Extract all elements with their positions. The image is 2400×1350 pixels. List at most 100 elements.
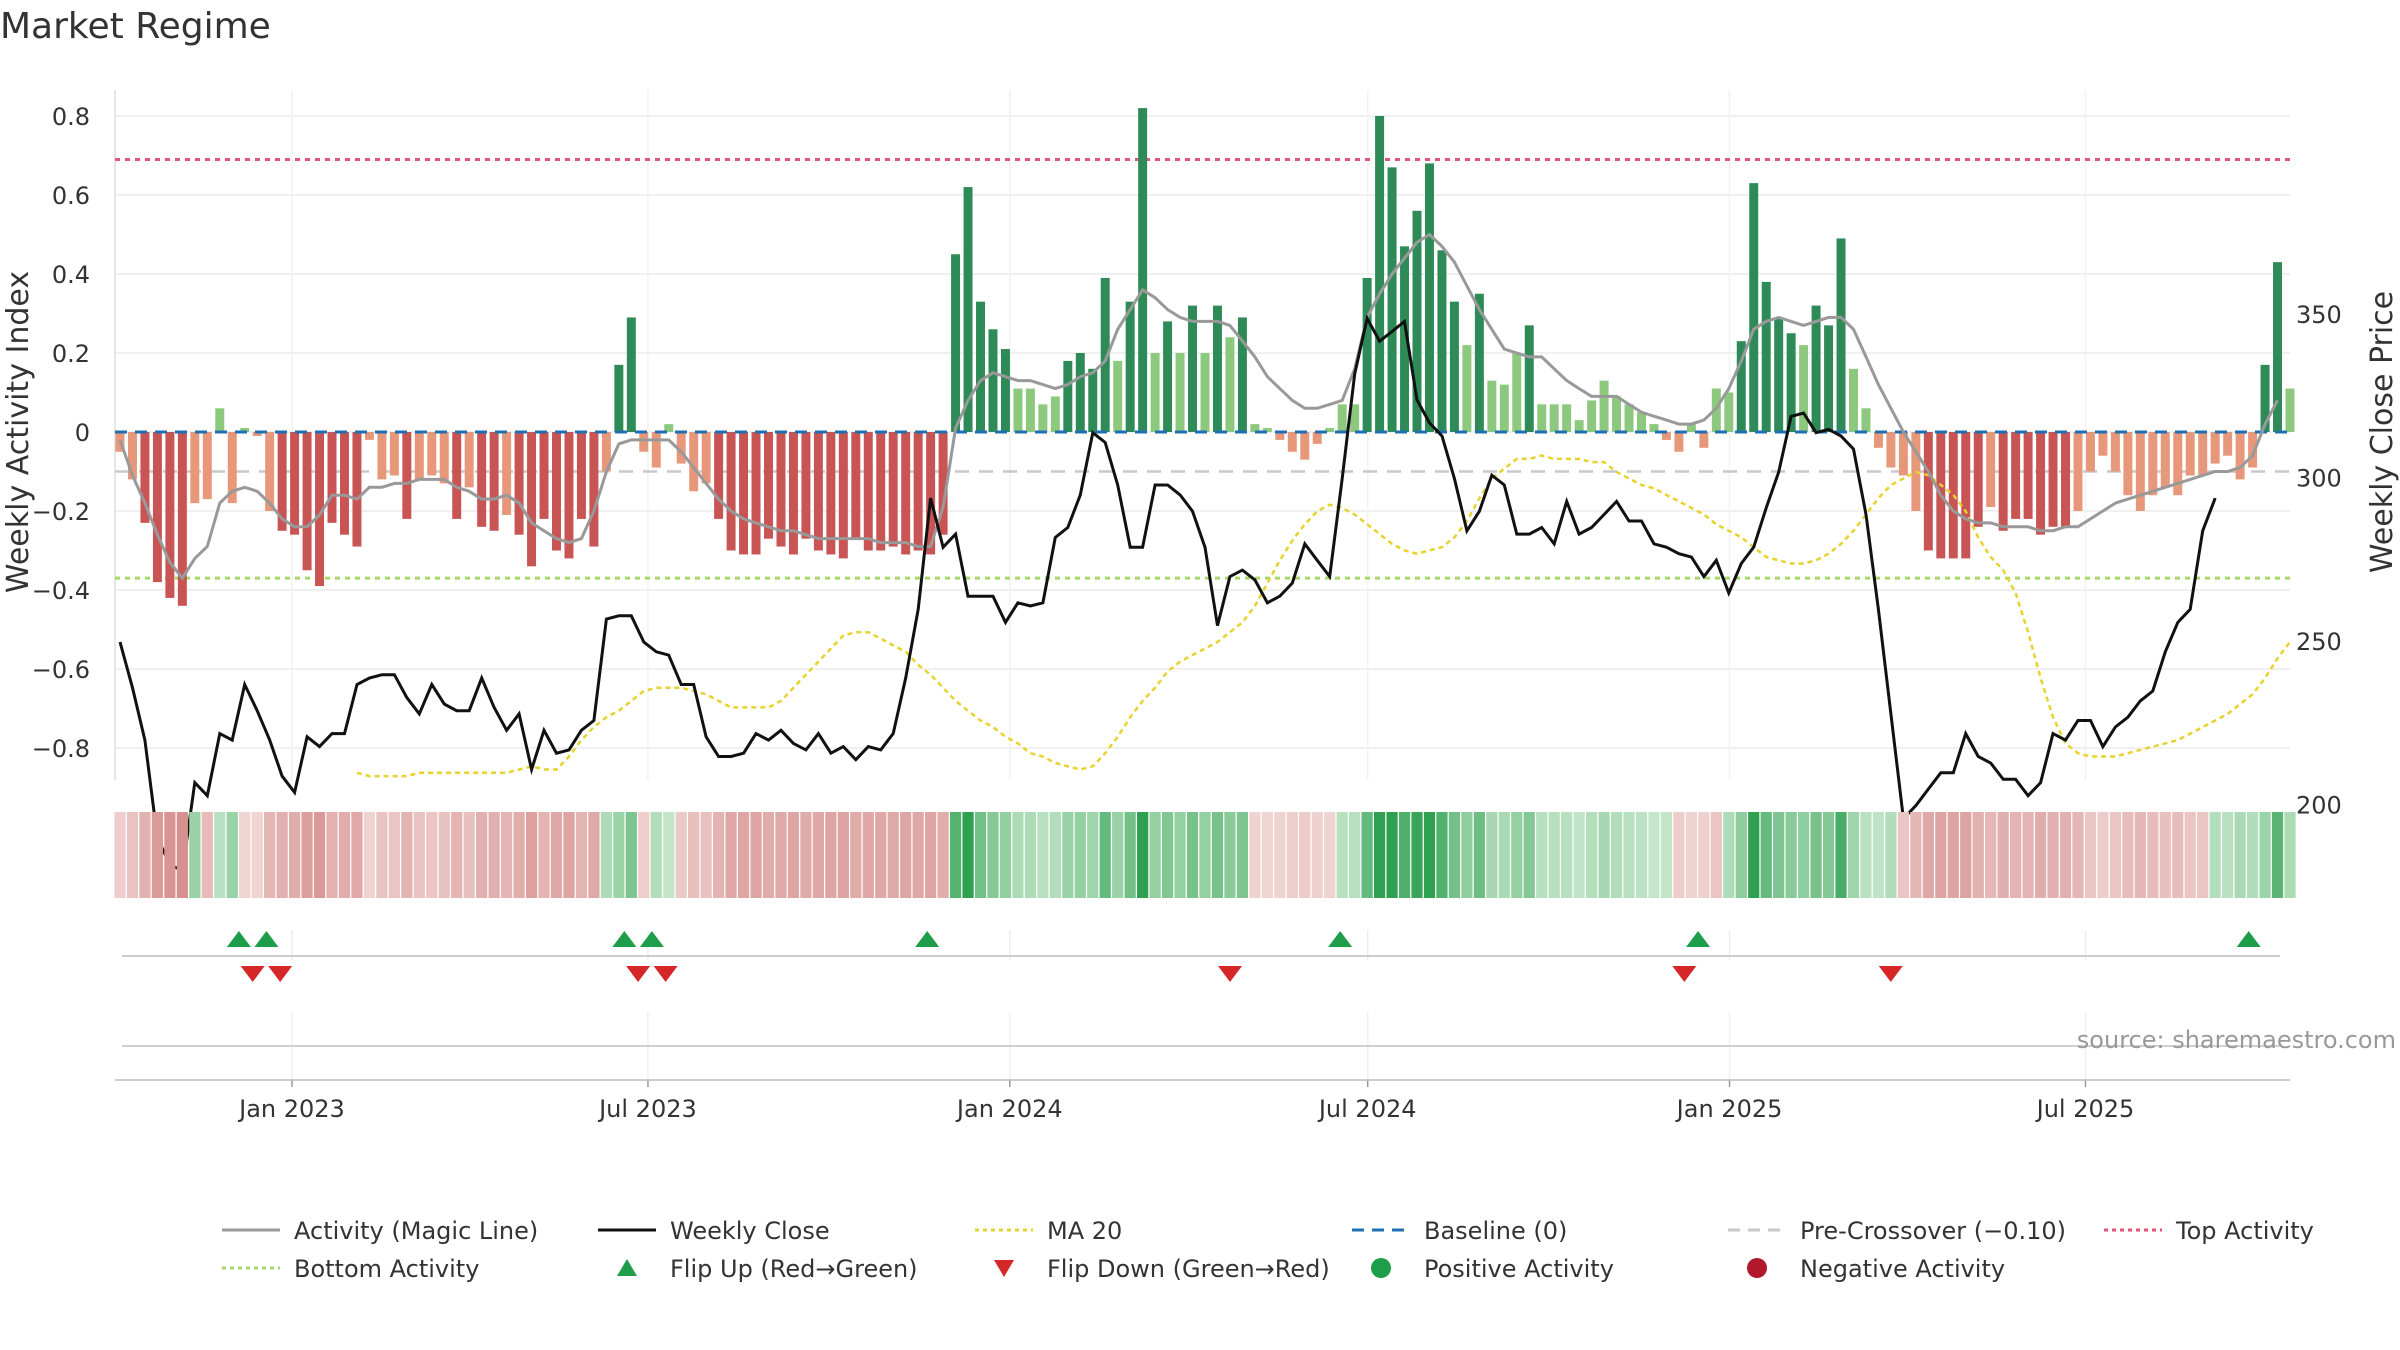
regime-cell [937, 812, 949, 898]
regime-cell [1635, 812, 1648, 898]
activity-bar [1424, 163, 1434, 432]
activity-bar [1973, 432, 1983, 527]
activity-bar [2185, 432, 2195, 476]
regime-cell [1498, 812, 1510, 898]
activity-bar [1287, 432, 1297, 452]
regime-cell [1012, 812, 1024, 898]
regime-cell [1972, 812, 1984, 898]
regime-cell [825, 812, 837, 898]
activity-bar [1736, 341, 1746, 432]
activity-bar [315, 432, 325, 587]
activity-bar [464, 432, 474, 488]
activity-bar [1237, 317, 1247, 432]
regime-cell [1473, 812, 1485, 898]
regime-cell [1985, 812, 1997, 898]
activity-bar [726, 432, 736, 551]
activity-bar [851, 432, 861, 539]
activity-bar [1075, 353, 1085, 432]
regime-cell [2234, 812, 2246, 898]
legend-label: Pre-Crossover (−0.10) [1800, 1217, 2066, 1245]
regime-cell [2034, 812, 2047, 898]
ma20-line [356, 454, 2291, 778]
activity-bar [2248, 432, 2258, 468]
regime-cell [1523, 812, 1535, 898]
regime-cell [2172, 812, 2184, 898]
legend-label: Flip Down (Green→Red) [1047, 1255, 1330, 1283]
regime-cell [1536, 812, 1548, 898]
activity-bar [1886, 432, 1896, 468]
regime-cell [1798, 812, 1810, 898]
legend-dot-icon [1747, 1258, 1767, 1278]
regime-cell [1511, 812, 1523, 898]
weekly-close-line [118, 314, 2217, 874]
activity-bar [1674, 432, 1684, 452]
regime-cell [2084, 812, 2097, 898]
activity-bar [439, 432, 449, 484]
regime-cell [1997, 812, 2009, 898]
regime-cell [451, 812, 463, 898]
activity-bar [1250, 424, 1260, 432]
regime-cell [1336, 812, 1348, 898]
activity-bar [2023, 432, 2033, 519]
activity-bar [2135, 432, 2145, 511]
legend-label: Baseline (0) [1424, 1217, 1567, 1245]
flip-up-icon [617, 1259, 637, 1276]
activity-bar [2273, 262, 2283, 432]
activity-bar [1312, 432, 1322, 444]
activity-bar [1749, 183, 1759, 432]
activity-bar [2235, 432, 2245, 480]
regime-cell [1311, 812, 1323, 898]
regime-cell [1922, 812, 1934, 898]
regime-cell [1049, 812, 1061, 898]
activity-bar [1587, 400, 1597, 432]
activity-bar [689, 432, 699, 492]
regime-cell [949, 812, 962, 898]
activity-bar [2085, 432, 2095, 472]
regime-cell [1822, 812, 1835, 898]
activity-bar [1661, 432, 1671, 440]
activity-bar [1113, 360, 1123, 432]
regime-cell [2147, 812, 2159, 898]
regime-cell [812, 812, 825, 898]
flip-down-marker [1672, 966, 1697, 982]
activity-bar [2098, 432, 2108, 456]
activity-bar [1325, 428, 1335, 432]
activity-bar [938, 432, 948, 535]
x-tick-label: Jul 2025 [2035, 1095, 2135, 1123]
flip-up-marker [254, 931, 279, 947]
activity-bar [639, 432, 649, 452]
activity-bar [2123, 432, 2133, 496]
activity-bar [1375, 116, 1385, 432]
activity-bar [327, 432, 337, 523]
activity-bar [427, 432, 437, 476]
activity-bar [1362, 277, 1372, 432]
regime-cell [1810, 812, 1822, 898]
legend-dot-icon [1371, 1258, 1391, 1278]
activity-bar [813, 432, 823, 551]
regime-cell [1548, 812, 1560, 898]
regime-cell [1623, 812, 1635, 898]
activity-bar [601, 432, 611, 472]
regime-cell [1960, 812, 1972, 898]
flip-down-marker [1878, 966, 1903, 982]
activity-bar [1025, 388, 1035, 432]
chart-title: Market Regime [0, 6, 271, 47]
y-tick-label-left: 0.4 [52, 261, 90, 289]
regime-cell [1773, 812, 1785, 898]
activity-bar [1474, 293, 1484, 432]
regime-cell [1373, 812, 1386, 898]
regime-cell [962, 812, 974, 898]
flip-up-marker [1686, 931, 1711, 947]
regime-cell [151, 812, 164, 898]
regime-cell [1236, 812, 1249, 898]
regime-cell [476, 812, 488, 898]
regime-cell [688, 812, 700, 898]
regime-cell [2222, 812, 2234, 898]
regime-cell [401, 812, 413, 898]
regime-cell [1112, 812, 1124, 898]
activity-bar [452, 432, 462, 519]
regime-cell [2047, 812, 2059, 898]
flip-down-marker [240, 966, 265, 982]
regime-cell [525, 812, 538, 898]
